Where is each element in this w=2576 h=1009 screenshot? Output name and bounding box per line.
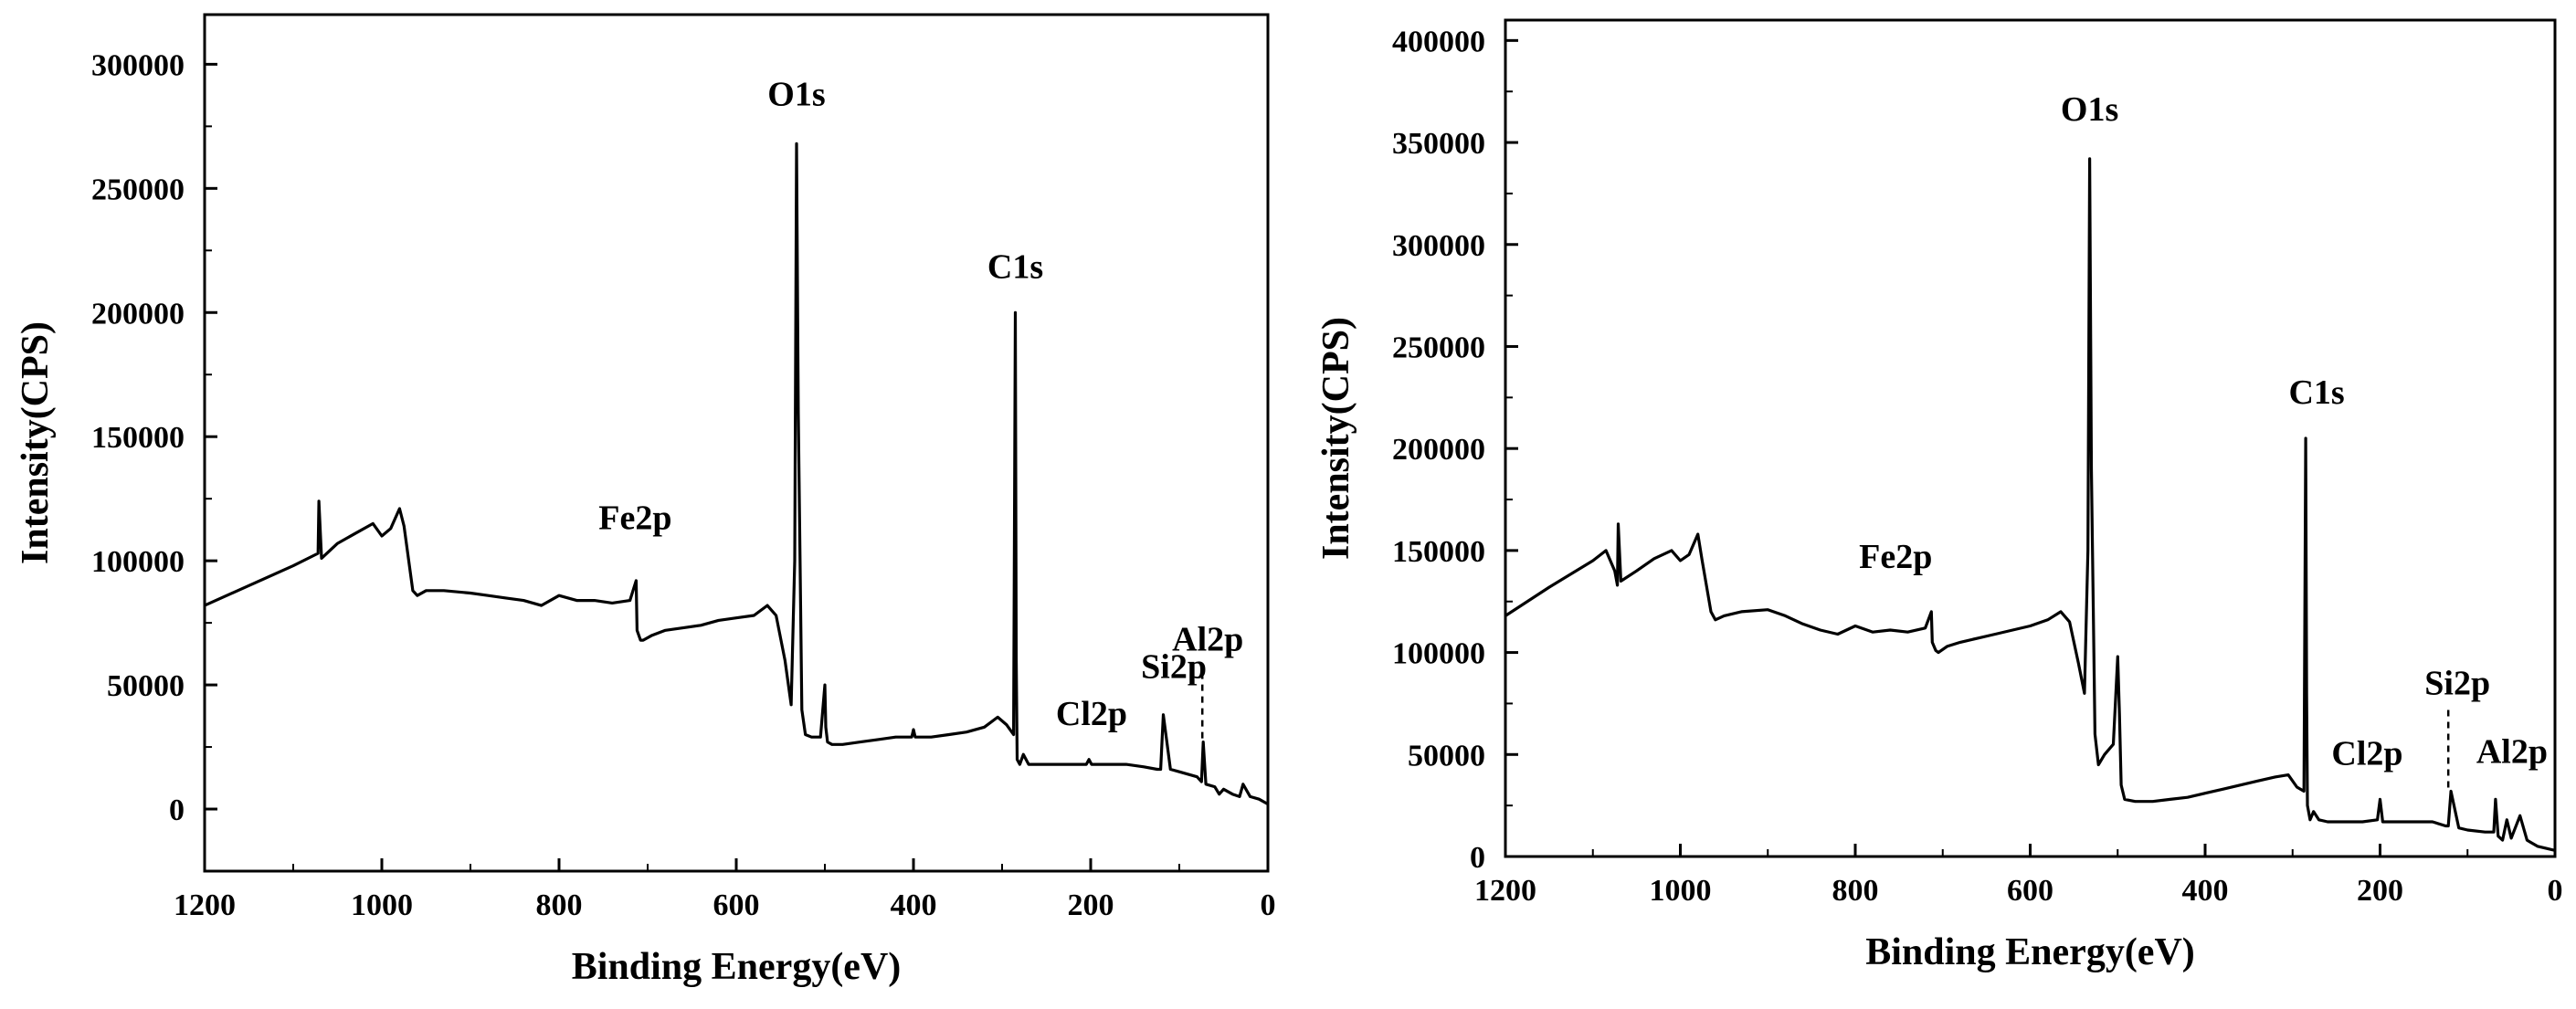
spectrum-line-right <box>1504 157 2556 852</box>
y-tick-label-right: 0 <box>1470 841 1485 875</box>
x-tick-label-right: 1200 <box>1474 874 1536 908</box>
x-tick-label-left: 400 <box>891 888 937 922</box>
peak-label-c1s-right: C1s <box>2288 373 2344 412</box>
x-tick-label-left: 200 <box>1068 888 1114 922</box>
x-axis-title-left: Binding Energy(eV) <box>572 946 902 988</box>
plot-frame-left <box>203 13 1270 873</box>
y-tick-label-left: 150000 <box>91 421 185 455</box>
peak-label-cl2p-right: Cl2p <box>2331 734 2402 773</box>
peak-label-fe2p-left: Fe2p <box>598 499 671 538</box>
y-tick-label-left: 100000 <box>91 545 185 579</box>
y-tick-label-right: 200000 <box>1392 433 1485 467</box>
x-tick-label-right: 800 <box>1832 874 1879 908</box>
chart-panel-left: 0 50000 100000 150000 200000 250000 300000 1200… <box>15 13 1276 988</box>
x-tick-label-left: 1200 <box>174 888 236 922</box>
y-tick-label-left: 250000 <box>91 173 185 206</box>
peak-label-al2p-right: Al2p <box>2476 732 2548 771</box>
peak-label-c1s-left: C1s <box>987 247 1043 286</box>
y-tick-label-right: 150000 <box>1392 535 1485 569</box>
x-tick-label-left: 1000 <box>351 888 413 922</box>
peak-label-cl2p-left: Cl2p <box>1056 695 1127 733</box>
chart-panel-right: 0 50000 100000 150000 200000 250000 300000 3500… <box>1315 18 2563 973</box>
peak-label-o1s-left: O1s <box>767 75 825 113</box>
peak-label-fe2p-right: Fe2p <box>1859 538 1932 576</box>
x-tick-label-right: 1000 <box>1650 874 1712 908</box>
peak-label-si2p-left: Si2p <box>1141 648 1207 687</box>
y-tick-label-right: 250000 <box>1392 331 1485 364</box>
y-tick-label-left: 0 <box>169 794 185 827</box>
y-tick-label-right: 400000 <box>1392 25 1485 58</box>
x-axis-title-right: Binding Energy(eV) <box>1865 931 2195 973</box>
y-tick-label-left: 200000 <box>91 297 185 331</box>
y-tick-label-right: 100000 <box>1392 637 1485 671</box>
x-tick-label-left: 600 <box>713 888 760 922</box>
y-tick-label-left: 300000 <box>91 48 185 82</box>
x-tick-label-right: 0 <box>2548 874 2563 908</box>
peak-label-al2p-left: Al2p <box>1172 621 1243 659</box>
spectrum-line-left <box>204 142 1269 805</box>
plot-frame-right <box>1504 18 2557 858</box>
y-tick-label-right: 300000 <box>1392 229 1485 263</box>
peak-label-o1s-right: O1s <box>2061 90 2118 129</box>
y-tick-label-left: 50000 <box>107 669 185 703</box>
y-tick-label-right: 350000 <box>1392 127 1485 161</box>
y-axis-title-left: Intensity(CPS) <box>15 321 57 564</box>
y-tick-label-right: 50000 <box>1408 739 1485 773</box>
peak-label-si2p-right: Si2p <box>2424 665 2490 703</box>
x-tick-label-right: 600 <box>2007 874 2053 908</box>
x-tick-label-left: 0 <box>1261 888 1276 922</box>
x-tick-label-right: 200 <box>2357 874 2403 908</box>
x-tick-label-left: 800 <box>536 888 583 922</box>
y-axis-title-right: Intensity(CPS) <box>1315 317 1357 560</box>
x-tick-label-right: 400 <box>2182 874 2229 908</box>
